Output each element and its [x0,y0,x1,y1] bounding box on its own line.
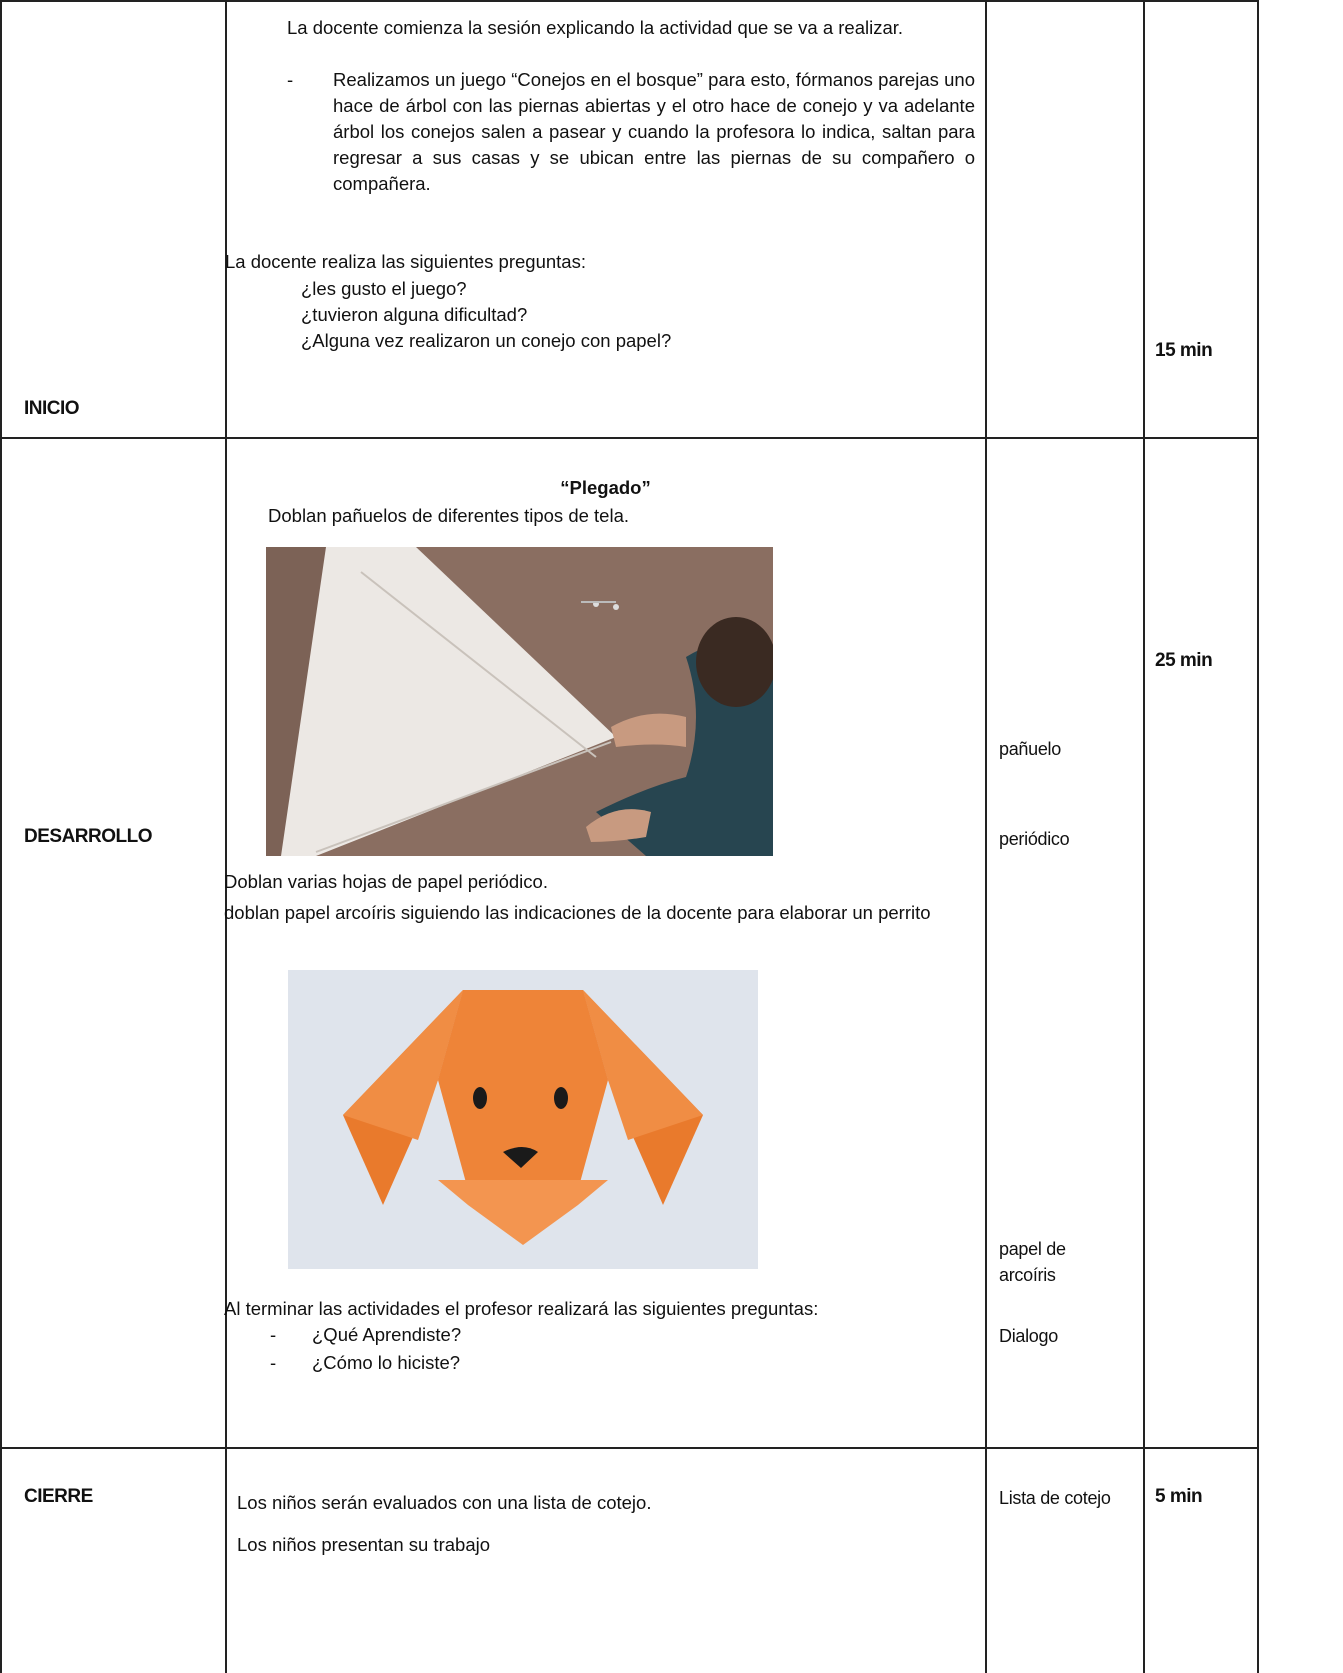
material: papel de arcoíris [999,1239,1066,1285]
stage: CIERRE [24,1486,93,1507]
paragraph: Doblan pañuelos de diferentes tipos de t… [268,505,630,526]
stage: DESARROLLO [24,826,153,847]
border [0,1447,1258,1449]
bullet: - [270,1324,277,1345]
question: ¿Qué Aprendiste? [312,1324,462,1345]
paragraph: Al terminar las actividades el profesor … [224,1298,819,1319]
stage: INICIO [24,398,80,419]
material: periódico [999,829,1070,849]
paragraph: La docente comienza la sesión explicando… [287,17,904,38]
paragraph: Los niños presentan su trabajo [237,1534,491,1555]
border [1143,0,1145,1673]
border [0,0,1258,2]
question: ¿Cómo lo hiciste? [312,1352,461,1373]
paragraph: Los niños serán evaluados con una lista … [237,1492,652,1513]
border [225,0,227,1673]
paragraph: doblan papel arcoíris siguiendo las indi… [224,902,931,923]
border [0,437,1258,439]
paragraph: Realizamos un juego “Conejos en el bosqu… [333,69,975,194]
title: “Plegado” [560,477,651,498]
question: ¿tuvieron alguna dificultad? [301,304,528,325]
time: 5 min [1155,1486,1203,1507]
text: La docente realiza las siguientes pregun… [225,251,586,272]
question: ¿Alguna vez realizaron un conejo con pap… [301,330,672,351]
paragraph: Doblan varias hojas de papel periódico. [224,871,548,892]
material: Dialogo [999,1326,1058,1346]
time: 15 min [1155,340,1213,361]
border [0,0,2,1673]
border [1257,0,1259,1673]
bullet: - [287,69,294,90]
photo-folding-handkerchief [266,547,773,856]
paragraph: La docente realiza las siguientes pregun… [225,249,586,275]
photo-paper-dog [288,970,758,1269]
question: ¿les gusto el juego? [301,278,467,299]
border [985,0,987,1673]
bullet: - [270,1352,277,1373]
time: 25 min [1155,650,1213,671]
material: pañuelo [999,739,1061,759]
material: Lista de cotejo [999,1488,1111,1508]
